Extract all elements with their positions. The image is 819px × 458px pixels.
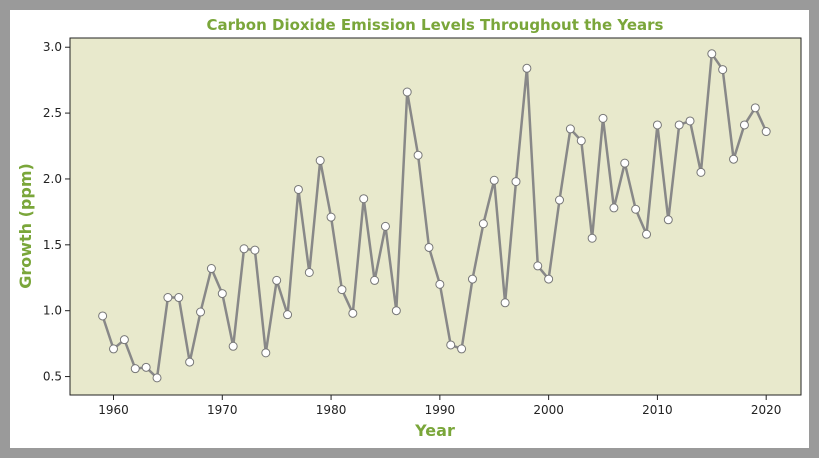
data-point [370,275,380,285]
x-tick-label: 2000 [533,403,564,417]
x-tick-label: 1960 [98,403,129,417]
y-tick-label: 1.0 [43,304,62,318]
data-point [565,124,575,134]
data-point [729,154,739,164]
data-point [598,113,608,123]
x-tick-label: 1990 [425,403,456,417]
data-point [446,340,456,350]
axis-ticks: 1960 1970 1980 1990 2000 2010 2020 0.5 1.0 1.5 2.0… [43,40,782,417]
y-tick-label: 3.0 [43,40,62,54]
data-point [478,219,488,229]
data-point [576,136,586,146]
data-point [685,116,695,126]
chart-svg: 1960 1970 1980 1990 2000 2010 2020 0.5 1.0 1.5 2.0… [16,16,802,440]
data-point [587,233,597,243]
x-tick-label: 1980 [316,403,347,417]
data-point [337,285,347,295]
data-point [544,274,554,284]
data-point [217,289,227,299]
data-point [283,310,293,320]
plot-border [69,37,802,396]
data-point [391,306,401,316]
data-point [631,204,641,214]
data-point [359,194,369,204]
data-point [718,65,728,75]
data-point [109,344,119,354]
data-point [739,120,749,130]
data-point [293,184,303,194]
data-point [750,103,760,113]
data-point [304,267,314,277]
data-point [174,293,184,303]
data-point [424,242,434,252]
data-point [402,87,412,97]
x-tick-label: 2010 [642,403,673,417]
data-point [141,362,151,372]
data-point [609,203,619,213]
data-point [152,373,162,383]
data-point [663,215,673,225]
data-point [642,229,652,239]
chart-title: Carbon Dioxide Emission Levels Throughou… [207,16,664,34]
y-tick-label: 2.5 [43,106,62,120]
data-point [761,127,771,137]
data-point [533,261,543,271]
data-point [652,120,662,130]
data-point [315,156,325,166]
data-point [239,244,249,254]
data-point [457,344,467,354]
series-line-group [101,52,768,380]
data-point [98,311,108,321]
data-point [467,274,477,284]
y-axis-label: Growth (ppm) [16,163,35,289]
data-point [489,175,499,185]
x-axis-label: Year [414,421,455,440]
data-point [380,221,390,231]
data-point [348,308,358,318]
data-point [163,293,173,303]
data-point [326,212,336,222]
data-point [413,150,423,160]
data-point [620,158,630,168]
data-point [707,49,717,59]
plot-area [70,38,801,395]
data-markers [98,49,771,383]
data-point [119,335,129,345]
data-point [522,63,532,73]
y-tick-label: 1.5 [43,238,62,252]
x-tick-label: 1970 [207,403,238,417]
data-point [250,245,260,255]
data-point [272,275,282,285]
figure-frame: 1960 1970 1980 1990 2000 2010 2020 0.5 1.0 1.5 2.0… [10,10,809,448]
data-point [185,357,195,367]
x-tick-label: 2020 [751,403,782,417]
data-point [555,195,565,205]
data-point [261,348,271,358]
data-point [130,364,140,374]
data-point [196,307,206,317]
data-point [674,120,684,130]
series-line [101,52,768,380]
data-point [500,298,510,308]
data-point [511,177,521,187]
data-point [696,167,706,177]
data-point [435,279,445,289]
data-point [228,341,238,351]
data-point [206,264,216,274]
y-tick-label: 0.5 [43,370,62,384]
y-tick-label: 2.0 [43,172,62,186]
